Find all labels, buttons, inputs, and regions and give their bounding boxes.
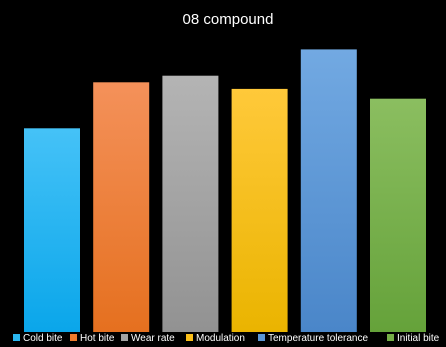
legend-label-hot-bite: Hot bite bbox=[80, 333, 115, 344]
bar-temperature-tolerance bbox=[300, 49, 357, 333]
bar-cold-bite bbox=[24, 128, 80, 332]
legend-swatch-cold-bite bbox=[13, 334, 20, 341]
legend-swatch-wear-rate bbox=[121, 334, 128, 341]
legend-label-cold-bite: Cold bite bbox=[23, 333, 63, 344]
legend-label-initial-bite: Initial bite bbox=[397, 333, 440, 344]
legend-swatch-temperature-tolerance bbox=[258, 334, 265, 341]
bar-initial-bite bbox=[370, 98, 426, 332]
bar-wear-rate bbox=[162, 75, 219, 332]
legend-label-wear-rate: Wear rate bbox=[131, 333, 175, 344]
bar-hot-bite bbox=[93, 82, 150, 332]
legend-label-modulation: Modulation bbox=[196, 333, 245, 344]
legend-swatch-hot-bite bbox=[70, 334, 77, 341]
bar-modulation bbox=[231, 88, 288, 333]
legend: Cold bite Hot bite Wear rate Modulation Temp… bbox=[13, 333, 440, 344]
chart-title: 08 compound bbox=[183, 11, 274, 28]
legend-label-temperature-tolerance: Temperature tolerance bbox=[268, 333, 368, 344]
bars-group bbox=[24, 49, 426, 333]
legend-swatch-initial-bite bbox=[387, 334, 394, 341]
legend-swatch-modulation bbox=[186, 334, 193, 341]
